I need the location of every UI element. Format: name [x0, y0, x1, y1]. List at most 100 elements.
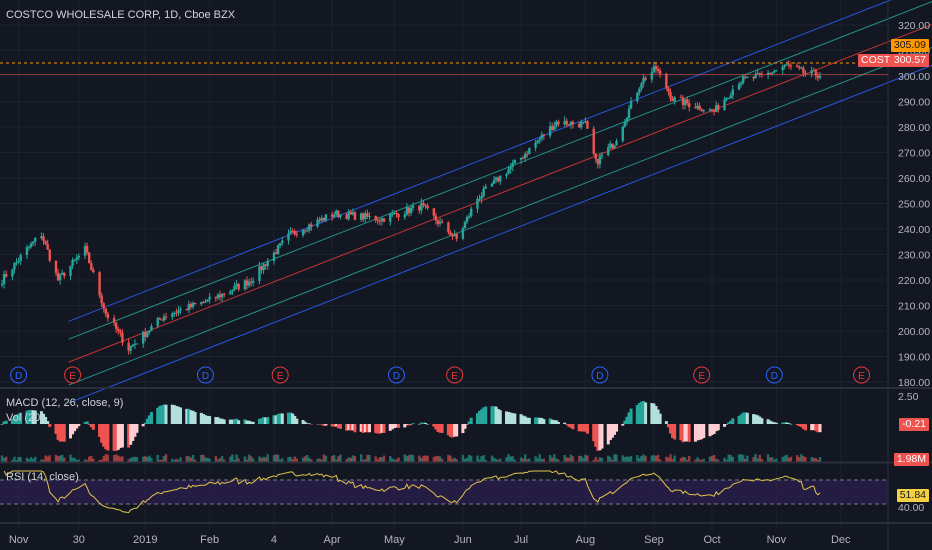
- candle-body: [75, 257, 78, 260]
- volume-bar: [683, 457, 687, 462]
- candle-body: [656, 68, 660, 71]
- macd-bar: [756, 415, 760, 424]
- volume-bar: [409, 454, 413, 462]
- candle-body: [702, 110, 705, 112]
- candle-body: [534, 142, 537, 148]
- macd-bar: [507, 411, 511, 424]
- grid-lines: [0, 0, 888, 530]
- candle-body: [378, 220, 382, 222]
- dividend-marker[interactable]: D: [196, 366, 214, 384]
- volume-bar: [144, 456, 147, 462]
- candle-body: [746, 77, 749, 79]
- macd-bar: [623, 420, 627, 424]
- candle-body: [802, 67, 805, 74]
- volume-bar: [741, 454, 745, 462]
- volume-bar: [804, 457, 807, 462]
- candle-body: [100, 295, 103, 304]
- volume-bar: [802, 456, 805, 462]
- candle-body: [771, 72, 774, 74]
- macd-bar: [129, 424, 133, 445]
- macd-bar: [214, 417, 218, 424]
- earnings-marker[interactable]: E: [446, 366, 464, 384]
- earnings-marker[interactable]: E: [853, 366, 871, 384]
- volume-label[interactable]: Vol (20): [6, 412, 44, 424]
- macd-bar: [382, 424, 386, 433]
- price-tick-label: 290.00: [898, 97, 930, 109]
- macd-bar: [220, 418, 224, 424]
- candle-body: [773, 70, 776, 73]
- volume-bar: [432, 456, 436, 462]
- candle-body: [335, 210, 338, 215]
- candle-body: [173, 312, 176, 315]
- candle-body: [673, 97, 676, 102]
- earnings-marker[interactable]: E: [64, 366, 82, 384]
- macd-bar: [455, 424, 459, 437]
- dividend-marker[interactable]: D: [591, 366, 609, 384]
- macd-histogram: [0, 400, 822, 451]
- macd-bar: [725, 424, 729, 425]
- macd-bar: [693, 424, 697, 442]
- dividend-marker[interactable]: D: [10, 366, 28, 384]
- macd-bar: [421, 422, 425, 424]
- candle-body: [565, 120, 568, 125]
- ticker-badge: COST: [858, 54, 894, 67]
- candle-body: [397, 214, 400, 218]
- rsi-label[interactable]: RSI (14, close): [6, 471, 79, 483]
- volume-value-badge: 1.98M: [893, 453, 929, 466]
- macd-bar: [772, 422, 776, 424]
- macd-bar: [309, 424, 313, 425]
- candle-body: [496, 177, 500, 182]
- time-tick-label: Apr: [324, 534, 341, 546]
- candle-body: [61, 272, 64, 275]
- volume-bar: [534, 456, 537, 462]
- volume-bar: [698, 459, 701, 462]
- volume-bar: [725, 459, 728, 462]
- time-tick-label: Aug: [576, 534, 596, 546]
- volume-bar: [584, 454, 587, 462]
- volume-bar: [789, 456, 793, 462]
- dividend-marker[interactable]: D: [765, 366, 783, 384]
- candle-body: [795, 65, 799, 67]
- candle-body: [289, 230, 292, 234]
- volume-bar: [337, 456, 340, 462]
- candle-body: [266, 261, 269, 266]
- macd-bar: [274, 415, 278, 424]
- volume-bar: [627, 456, 631, 462]
- candle-body: [206, 299, 209, 302]
- candle-body: [476, 199, 479, 209]
- candle-body: [362, 213, 365, 220]
- volume-bar: [220, 456, 224, 462]
- volume-bar: [112, 455, 116, 462]
- volume-bar: [785, 454, 788, 462]
- macd-bar: [527, 417, 531, 424]
- candle-body: [11, 269, 14, 277]
- earnings-marker[interactable]: E: [693, 366, 711, 384]
- candle-body: [714, 105, 718, 112]
- macd-bar: [554, 420, 558, 424]
- candle-body: [382, 218, 386, 222]
- volume-bar: [438, 456, 442, 462]
- candle-body: [470, 208, 473, 217]
- candle-body: [577, 123, 581, 128]
- macd-bar: [162, 404, 166, 424]
- candle-body: [540, 134, 543, 139]
- volume-bar: [484, 459, 487, 462]
- volume-bar: [90, 455, 93, 462]
- volume-bar: [528, 458, 531, 462]
- volume-bar: [615, 454, 618, 462]
- macd-label[interactable]: MACD (12, 26, close, 9): [6, 397, 124, 409]
- volume-bar: [69, 454, 72, 462]
- candle-body: [243, 280, 247, 290]
- marker-circle: [446, 366, 464, 384]
- candle-body: [2, 274, 6, 285]
- candle-body: [237, 284, 240, 290]
- dividend-marker[interactable]: D: [387, 366, 405, 384]
- macd-bar: [295, 418, 299, 424]
- macd-bar: [262, 417, 266, 424]
- earnings-marker[interactable]: E: [271, 366, 289, 384]
- macd-bar: [594, 424, 598, 447]
- macd-bar: [235, 418, 239, 424]
